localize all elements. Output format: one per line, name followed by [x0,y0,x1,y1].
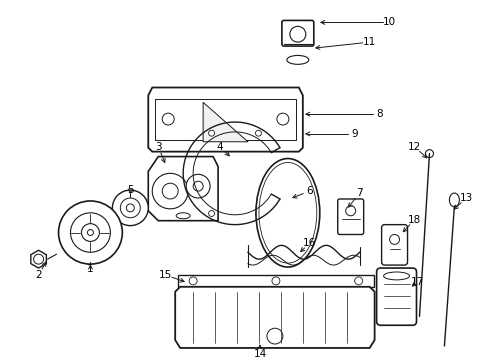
Ellipse shape [448,193,458,207]
Ellipse shape [383,272,408,280]
Polygon shape [148,157,218,221]
FancyBboxPatch shape [281,21,313,46]
Text: 10: 10 [382,17,395,27]
Circle shape [186,174,210,198]
Ellipse shape [259,162,316,263]
Circle shape [345,206,355,216]
Text: 15: 15 [158,270,171,280]
Text: 7: 7 [356,188,362,198]
Text: 5: 5 [127,185,133,195]
Text: 4: 4 [216,142,223,152]
Circle shape [208,130,214,136]
Circle shape [271,277,279,285]
FancyBboxPatch shape [337,199,363,234]
FancyBboxPatch shape [381,225,407,265]
Polygon shape [155,99,295,140]
Circle shape [112,190,148,226]
Text: 14: 14 [253,349,266,359]
Text: 1: 1 [87,264,94,274]
Text: 12: 12 [407,142,420,152]
Circle shape [162,183,178,199]
Ellipse shape [286,55,308,64]
Text: 13: 13 [459,193,472,203]
Circle shape [389,234,399,244]
Ellipse shape [176,213,190,219]
Circle shape [193,181,203,191]
Circle shape [152,173,188,209]
Text: 2: 2 [35,270,42,280]
Circle shape [255,211,261,216]
Text: 18: 18 [407,215,420,225]
Text: 17: 17 [410,277,423,287]
Circle shape [70,213,110,252]
Circle shape [126,204,134,212]
Text: 9: 9 [351,129,357,139]
Ellipse shape [255,158,319,267]
Circle shape [255,130,261,136]
Circle shape [425,150,432,158]
Circle shape [81,224,99,242]
Circle shape [34,254,43,264]
Bar [178,275,373,287]
Circle shape [276,113,288,125]
Text: 3: 3 [155,142,161,152]
Circle shape [87,230,93,235]
Text: 8: 8 [376,109,382,119]
Circle shape [162,113,174,125]
Circle shape [289,26,305,42]
Text: 11: 11 [362,37,375,47]
Polygon shape [175,287,374,348]
Circle shape [208,211,214,216]
FancyBboxPatch shape [376,268,416,325]
Circle shape [59,201,122,264]
Text: 16: 16 [303,238,316,248]
Polygon shape [31,250,46,268]
Circle shape [120,198,140,218]
Circle shape [354,277,362,285]
Polygon shape [148,87,302,152]
Circle shape [266,328,283,344]
Polygon shape [203,102,247,142]
Text: 6: 6 [306,186,312,196]
Circle shape [189,277,197,285]
